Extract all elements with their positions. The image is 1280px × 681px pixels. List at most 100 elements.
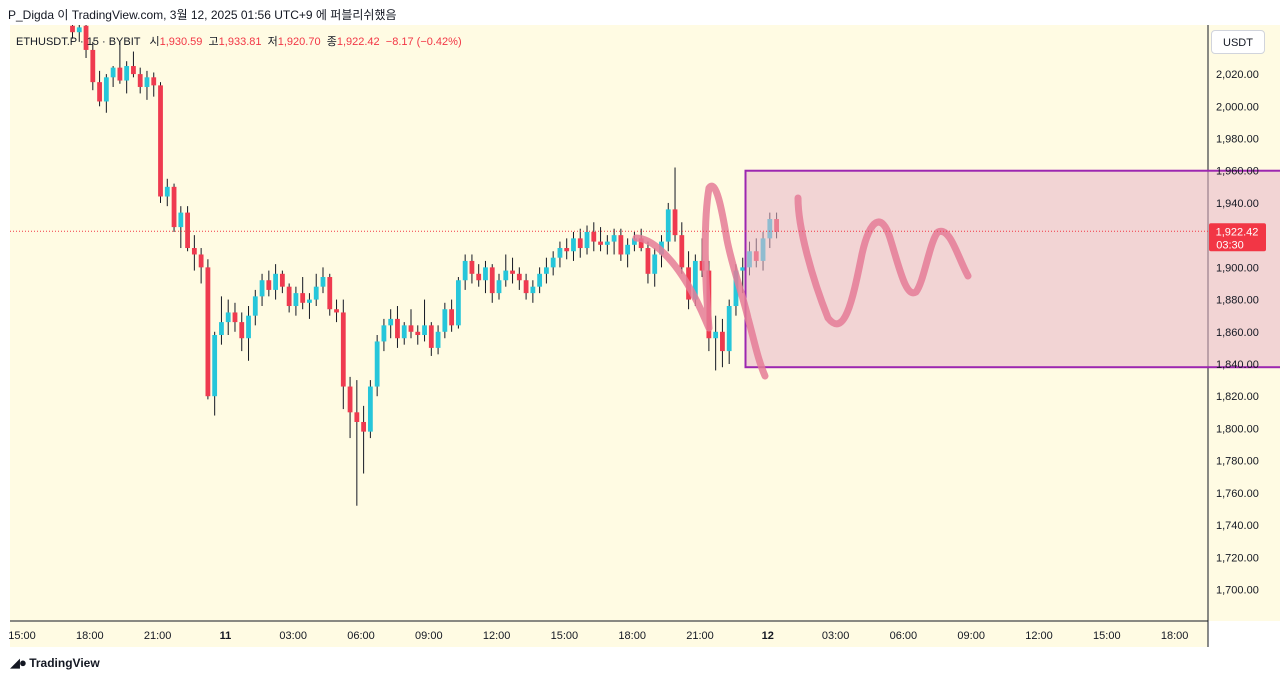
- candle-up: [124, 66, 130, 81]
- candle-down: [408, 325, 414, 332]
- freehand-stroke: [632, 182, 769, 380]
- candle-up: [537, 273, 543, 287]
- candle-up: [740, 267, 746, 271]
- candle-down: [720, 331, 725, 352]
- candle-down: [327, 277, 333, 310]
- candle-down: [191, 248, 197, 255]
- high-value: 1,933.81: [218, 36, 262, 48]
- candle-down: [239, 322, 245, 339]
- tv-logo-text: TradingView: [29, 656, 100, 670]
- tradingview-logo[interactable]: ◢● TradingView: [10, 655, 100, 671]
- candle-down: [361, 421, 367, 432]
- time-tick-label: 06:00: [347, 630, 375, 642]
- candle-up: [144, 77, 150, 87]
- candle-up: [530, 286, 536, 294]
- candle-up: [584, 231, 590, 249]
- candle-down: [266, 280, 272, 290]
- candle-up: [422, 325, 427, 336]
- freehand-projection-stroke: [794, 194, 972, 328]
- freehand-drawing-layer: [632, 182, 972, 380]
- symbol-legend[interactable]: ETHUSDT.P · 15 · BYBIT 시1,930.59 고1,933.…: [16, 33, 462, 49]
- candle-up: [178, 212, 184, 228]
- candle-down: [591, 231, 597, 242]
- candle-up: [401, 325, 407, 339]
- price-tick-label: 1,760.00: [1216, 488, 1259, 500]
- price-tick-label: 1,720.00: [1216, 552, 1259, 564]
- time-axis-background: [10, 621, 1208, 647]
- candle-up: [557, 248, 563, 258]
- candle-up: [374, 341, 380, 387]
- candle-down: [347, 386, 353, 413]
- candle-up: [550, 257, 556, 268]
- candle-up: [76, 27, 82, 33]
- candle-down: [449, 309, 455, 326]
- price-tick-label: 1,980.00: [1216, 134, 1259, 146]
- candle-down: [476, 273, 482, 281]
- candle-up: [625, 244, 631, 255]
- time-tick-label: 12:00: [483, 630, 511, 642]
- candle-down: [70, 25, 75, 33]
- time-tick-label: 12:00: [1025, 630, 1053, 642]
- candle-down: [83, 25, 89, 50]
- time-tick-label: 11: [220, 630, 232, 642]
- price-tick-label: 1,780.00: [1216, 456, 1259, 468]
- price-tick-label: 1,880.00: [1216, 295, 1259, 307]
- time-tick-label: 03:00: [822, 630, 850, 642]
- candle-down: [90, 49, 96, 83]
- candle-down: [198, 254, 204, 268]
- candle-down: [97, 82, 102, 102]
- candle-up: [455, 280, 461, 326]
- symbol-name[interactable]: ETHUSDT.P · 15 · BYBIT: [16, 36, 141, 48]
- candle-up: [483, 267, 488, 281]
- candle-up: [212, 335, 218, 397]
- candle-up: [462, 260, 468, 281]
- candle-down: [672, 209, 678, 236]
- candle-down: [638, 238, 644, 249]
- candle-up: [496, 280, 502, 294]
- candle-down: [137, 74, 143, 87]
- candle-up: [611, 235, 617, 242]
- price-tick-label: 2,000.00: [1216, 101, 1259, 113]
- price-tick-label: 1,820.00: [1216, 391, 1259, 403]
- candle-down: [171, 186, 177, 228]
- candle-down: [185, 212, 190, 249]
- candle-down: [523, 280, 529, 294]
- candle-up: [273, 273, 278, 290]
- candle-down: [516, 273, 522, 281]
- candle-up: [692, 260, 698, 300]
- candle-down: [286, 286, 292, 307]
- candle-up: [293, 293, 299, 307]
- candle-down: [340, 312, 346, 387]
- currency-button[interactable]: USDT: [1211, 30, 1265, 54]
- price-tag-value: 1,922.42: [1216, 226, 1259, 238]
- candle-down: [469, 260, 475, 274]
- time-tick-label: 09:00: [415, 630, 443, 642]
- price-tick-label: 2,020.00: [1216, 69, 1259, 81]
- candle-up: [571, 238, 576, 252]
- candle-down: [415, 331, 421, 336]
- candle-down: [577, 238, 583, 249]
- candle-down: [645, 248, 651, 274]
- candle-up: [503, 270, 509, 281]
- publish-caption: P_Digda 이 TradingView.com, 3월 12, 2025 0…: [8, 8, 397, 22]
- change-value: −8.17 (−0.42%): [385, 36, 462, 48]
- candle-up: [388, 318, 394, 326]
- candle-down: [489, 267, 495, 294]
- time-axis[interactable]: 15:00 18:00 21:00 11 03:00 06:00 09:00 12:00 15:…: [8, 630, 1188, 642]
- price-tick-label: 1,800.00: [1216, 423, 1259, 435]
- time-tick-label: 15:00: [1093, 630, 1121, 642]
- time-tick-label: 18:00: [76, 630, 104, 642]
- candle-up: [713, 331, 719, 339]
- candle-up: [307, 299, 312, 303]
- candle-down: [232, 312, 238, 323]
- candle-up: [219, 322, 224, 336]
- time-tick-label: 12: [762, 630, 774, 642]
- candle-up: [367, 386, 373, 432]
- price-tick-label: 1,940.00: [1216, 198, 1259, 210]
- range-box[interactable]: [744, 169, 1280, 369]
- tv-logo-icon: ◢●: [10, 655, 27, 670]
- price-axis[interactable]: 2,040.002,020.002,000.001,980.001,960.00…: [1216, 37, 1259, 597]
